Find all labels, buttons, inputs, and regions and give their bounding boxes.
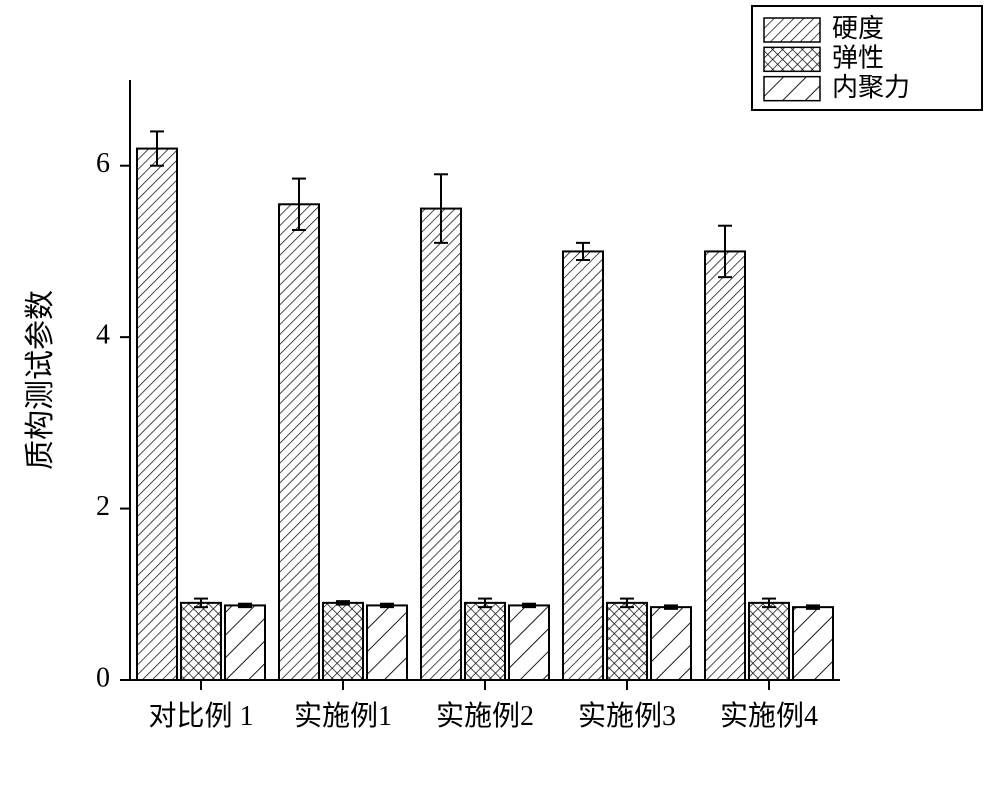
legend-label: 弹性	[832, 44, 884, 73]
bar-hardness	[137, 149, 177, 680]
bar-cohesion	[793, 607, 833, 680]
x-category-label: 实施例4	[720, 700, 818, 732]
x-category-label: 实施例1	[294, 700, 392, 732]
bar-cohesion	[509, 605, 549, 680]
bar-hardness	[705, 251, 745, 680]
y-tick-label: 2	[96, 491, 110, 522]
legend-swatch	[764, 18, 820, 42]
bar-hardness	[563, 251, 603, 680]
bar-chart: 0 2 4 6 质构测试参数对比例 1 实施例1 实施例2 实施例3 实施例4 硬度弹性内聚力	[0, 0, 1000, 795]
bar-elasticity	[749, 603, 789, 680]
bar-elasticity	[607, 603, 647, 680]
bar-hardness	[421, 209, 461, 680]
chart-container: 0 2 4 6 质构测试参数对比例 1 实施例1 实施例2 实施例3 实施例4 硬度弹性内聚力	[0, 0, 1000, 795]
bar-cohesion	[225, 605, 265, 680]
y-axis-title: 质构测试参数	[24, 290, 57, 470]
y-tick-label: 4	[96, 320, 110, 351]
x-category-label: 实施例2	[436, 700, 534, 732]
bar-elasticity	[465, 603, 505, 680]
bar-elasticity	[323, 603, 363, 680]
legend-label: 内聚力	[832, 73, 910, 102]
bar-cohesion	[367, 605, 407, 680]
bar-cohesion	[651, 607, 691, 680]
legend-swatch	[764, 47, 820, 71]
bar-hardness	[279, 204, 319, 680]
legend-label: 硬度	[832, 14, 884, 43]
x-category-label: 对比例 1	[148, 700, 253, 732]
y-tick-label: 6	[96, 148, 110, 179]
bar-elasticity	[181, 603, 221, 680]
y-tick-label: 0	[96, 662, 110, 693]
x-category-label: 实施例3	[578, 700, 676, 732]
legend-swatch	[764, 77, 820, 101]
